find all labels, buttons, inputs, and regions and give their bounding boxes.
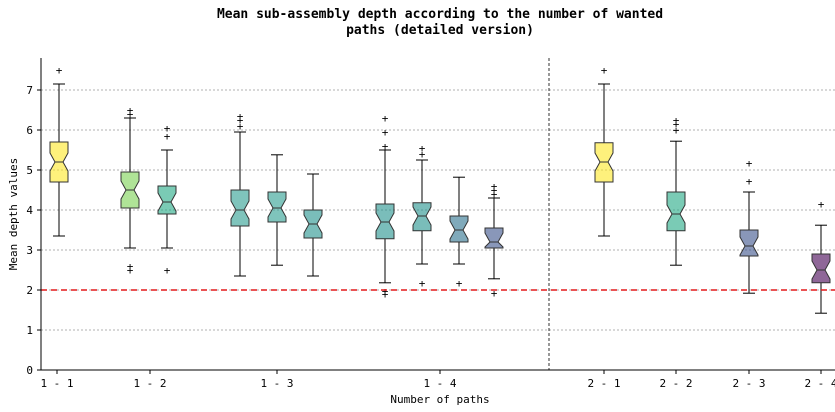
box-body xyxy=(739,229,759,257)
box-1-2-2: +++ xyxy=(157,122,177,277)
box-body xyxy=(157,185,177,215)
box-1-3-3: +++ xyxy=(230,110,250,277)
outlier-marker: + xyxy=(419,148,426,161)
outlier-marker: + xyxy=(127,108,134,121)
y-tick-label: 7 xyxy=(26,84,33,97)
outlier-marker: + xyxy=(382,285,389,298)
outlier-marker: + xyxy=(164,122,171,135)
y-tick-label: 6 xyxy=(26,124,33,137)
box-2-1-10: + xyxy=(594,64,614,237)
y-axis-ticks: 0 1 2 3 4 5 6 7 xyxy=(26,84,41,377)
outlier-marker: + xyxy=(56,64,63,77)
x-tick-label: 1 - 2 xyxy=(133,377,166,390)
x-tick-label: 1 - 4 xyxy=(423,377,456,390)
outlier-marker: + xyxy=(382,140,389,153)
box-body xyxy=(412,202,432,232)
outlier-marker: + xyxy=(601,64,608,77)
outlier-marker: + xyxy=(237,114,244,127)
box-2-4-13: + xyxy=(811,198,831,314)
x-axis-label: Number of paths xyxy=(390,393,489,406)
box-1-4-7: +++ xyxy=(412,142,432,290)
x-tick-label: 1 - 3 xyxy=(260,377,293,390)
x-tick-label: 2 - 3 xyxy=(732,377,765,390)
box-1-4-9: ++++ xyxy=(484,180,504,300)
box-1-4-8: + xyxy=(449,176,469,290)
box-body xyxy=(811,253,831,284)
outlier-marker: + xyxy=(673,124,680,137)
box-1-3-5 xyxy=(303,173,323,277)
box-body xyxy=(449,215,469,243)
outlier-marker: + xyxy=(237,110,244,123)
outlier-marker: + xyxy=(818,198,825,211)
y-tick-label: 1 xyxy=(26,324,33,337)
box-1-1-0: + xyxy=(49,64,69,237)
chart-title-line-2: paths (detailed version) xyxy=(346,23,534,38)
outlier-marker: + xyxy=(164,130,171,143)
x-tick-label: 2 - 4 xyxy=(804,377,835,390)
box-body xyxy=(375,203,395,240)
outlier-marker: + xyxy=(127,264,134,277)
outlier-marker: + xyxy=(673,118,680,131)
outlier-marker: + xyxy=(237,120,244,133)
overlay-lines xyxy=(41,58,835,370)
x-tick-label: 2 - 2 xyxy=(659,377,692,390)
y-tick-label: 3 xyxy=(26,244,33,257)
outlier-marker: + xyxy=(127,104,134,117)
outlier-marker: + xyxy=(673,114,680,127)
outlier-marker: + xyxy=(491,180,498,193)
outlier-marker: + xyxy=(491,188,498,201)
outlier-marker: + xyxy=(127,260,134,273)
outlier-marker: + xyxy=(382,112,389,125)
outlier-marker: + xyxy=(382,126,389,139)
boxes: ++++++++ +++++++++++++++++++++++ xyxy=(49,64,831,314)
y-axis-label: Mean depth values xyxy=(7,158,20,271)
y-tick-label: 5 xyxy=(26,164,33,177)
box-2-3-12: ++ xyxy=(739,157,759,294)
outlier-marker: + xyxy=(746,175,753,188)
box-body xyxy=(267,191,287,223)
y-tick-label: 2 xyxy=(26,284,33,297)
outlier-marker: + xyxy=(491,184,498,197)
box-2-2-11: +++ xyxy=(666,114,686,266)
outlier-marker: + xyxy=(419,277,426,290)
box-1-2-1: ++++ xyxy=(120,104,140,277)
y-tick-label: 0 xyxy=(26,364,33,377)
box-1-4-6: +++++ xyxy=(375,112,395,301)
x-tick-label: 1 - 1 xyxy=(40,377,73,390)
box-body xyxy=(230,189,250,227)
box-body xyxy=(484,227,504,249)
box-1-3-4 xyxy=(267,154,287,266)
outlier-marker: + xyxy=(164,264,171,277)
x-axis-ticks: 1 - 1 1 - 2 1 - 3 1 - 4 2 - 1 2 - 2 2 - 3 2 - 4 xyxy=(40,370,835,390)
x-tick-label: 2 - 1 xyxy=(587,377,620,390)
outlier-marker: + xyxy=(419,142,426,155)
box-body xyxy=(666,191,686,232)
outlier-marker: + xyxy=(456,277,463,290)
outlier-marker: + xyxy=(746,157,753,170)
chart-title-line-1: Mean sub-assembly depth according to the… xyxy=(217,7,663,22)
outlier-marker: + xyxy=(382,288,389,301)
y-tick-label: 4 xyxy=(26,204,33,217)
outlier-marker: + xyxy=(491,287,498,300)
